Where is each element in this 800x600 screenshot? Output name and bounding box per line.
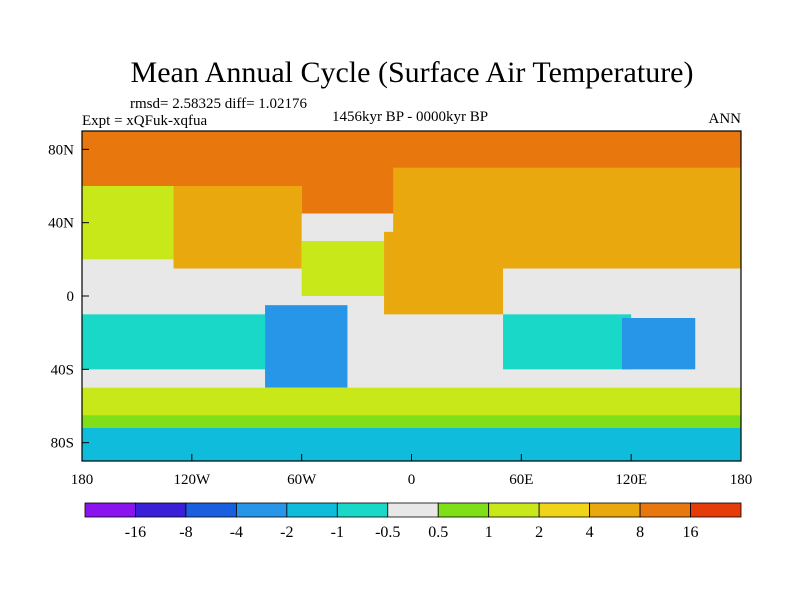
colorbar-label: -2 [280,524,293,541]
x-tick-label: 60E [509,472,533,488]
colorbar-swatch [286,502,338,518]
colorbar-label: 16 [683,524,699,541]
region-s-pacific-cool [82,314,266,370]
colorbar-label: 2 [535,524,543,541]
x-tick-label: 180 [71,472,94,488]
map-field [82,131,741,461]
colorbar-label: -16 [125,524,146,541]
colorbar-label: 4 [586,524,594,541]
colorbar-swatch [639,502,691,518]
y-tick-label: 40S [51,362,74,378]
colorbar-label: 8 [636,524,644,541]
colorbar-swatch [387,502,439,518]
colorbar-label: -1 [331,524,344,541]
colorbar-label: -0.5 [375,524,400,541]
region-n-america-warm [173,186,302,269]
x-tick-label: 180 [730,472,753,488]
colorbar-swatch [437,502,490,518]
x-tick-label: 0 [408,472,416,488]
colorbar-swatch [235,502,288,518]
colorbar-swatch [488,502,540,518]
colorbar-swatch [84,502,136,518]
chart-title: Mean Annual Cycle (Surface Air Temperatu… [131,56,694,89]
colorbar-label: 0.5 [428,524,448,541]
colorbar: -16 -8 -4 -2 -1 -0.5 0.5 1 2 4 8 16 [84,502,742,541]
x-tick-label: 120W [173,472,211,488]
colorbar-swatch [185,502,237,518]
colorbar-label: -8 [179,524,192,541]
y-tick-label: 0 [67,289,75,305]
axis-ticks: 180 120W 60W 0 60E 120E 180 80N 40N 0 40S 80S [48,142,752,488]
region-indian-cool [503,314,632,370]
y-tick-label: 40N [48,216,74,232]
experiment-label: Expt = xQFuk-xqfua [82,113,207,129]
colorbar-swatch [690,502,742,518]
region-southern-band-warm [82,387,741,416]
region-australia-cool [622,318,696,370]
region-n-pacific-mild [82,186,174,260]
colorbar-label: 1 [485,524,493,541]
x-tick-label: 120E [615,472,647,488]
y-tick-label: 80N [48,142,74,158]
stats-line: rmsd= 2.58325 diff= 1.02176 [130,96,308,112]
colorbar-swatch [336,502,389,518]
x-tick-label: 60W [287,472,317,488]
period-label: 1456kyr BP - 0000kyr BP [332,109,488,125]
region-southern-band-green [82,415,741,428]
region-tropical-atlantic [301,241,385,296]
region-africa-warm [384,231,504,315]
colorbar-swatch [135,502,187,518]
colorbar-swatch [589,502,641,518]
season-label: ANN [709,111,742,127]
region-s-america-cool [265,305,348,388]
colorbar-swatch [538,502,591,518]
colorbar-label: -4 [230,524,243,541]
y-tick-label: 80S [51,436,74,452]
